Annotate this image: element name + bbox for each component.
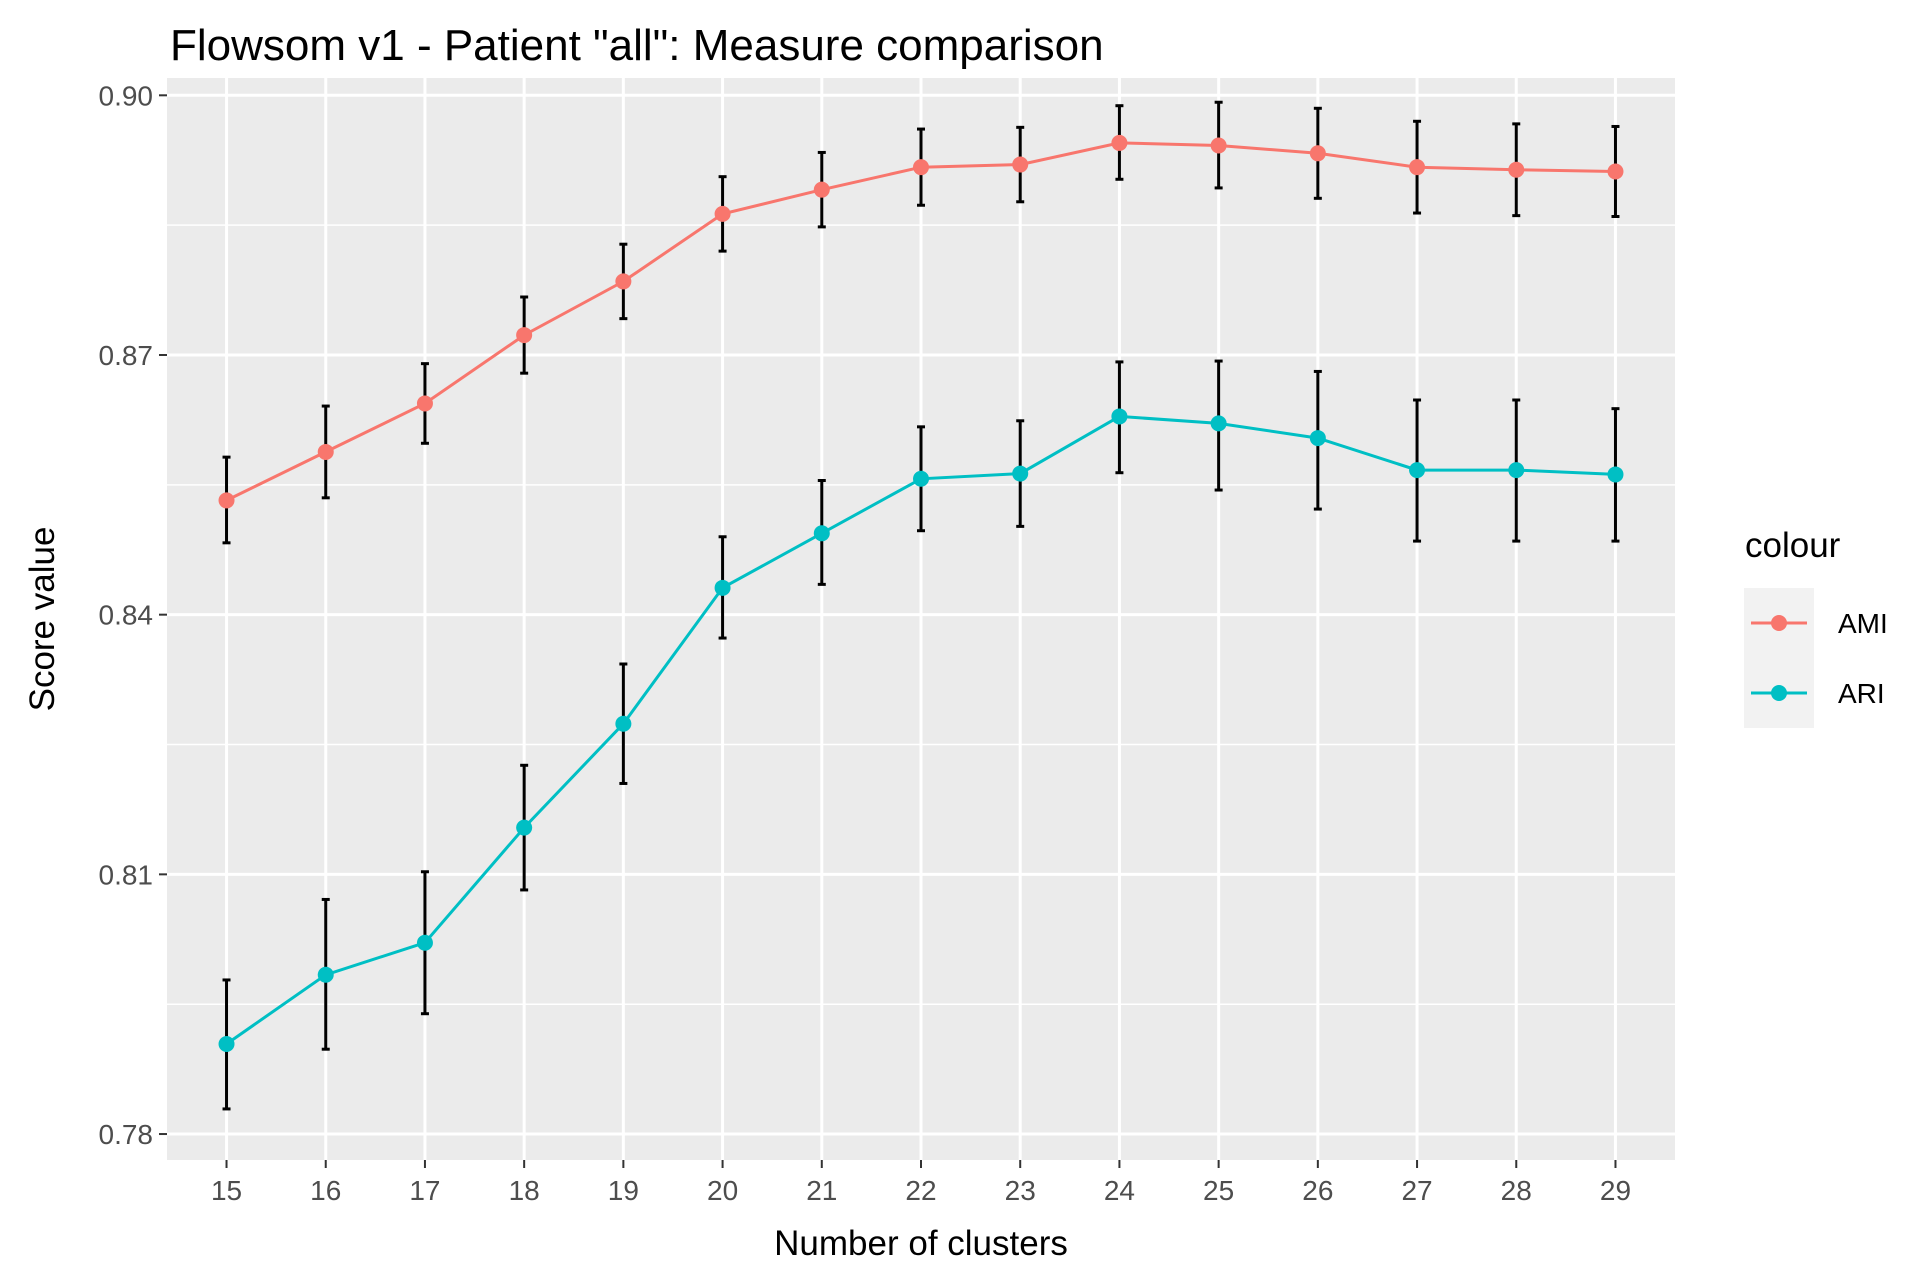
series-layer bbox=[218, 100, 1624, 1111]
legend-key-point-ami bbox=[1771, 615, 1787, 631]
legend-label-ami: AMI bbox=[1838, 608, 1888, 639]
data-point-ari bbox=[714, 579, 731, 596]
data-point-ami bbox=[615, 273, 632, 290]
x-tick-label: 22 bbox=[905, 1175, 936, 1206]
y-tick-label: 0.84 bbox=[99, 600, 154, 631]
x-tick-label: 18 bbox=[509, 1175, 540, 1206]
y-axis: 0.78 0.81 0.84 0.87 0.90 bbox=[99, 80, 167, 1150]
data-point-ari bbox=[615, 715, 632, 732]
data-point-ami bbox=[416, 395, 433, 412]
x-tick-label: 23 bbox=[1005, 1175, 1036, 1206]
y-axis-title: Score value bbox=[23, 527, 62, 712]
data-point-ami bbox=[516, 327, 533, 344]
x-tick-label: 28 bbox=[1501, 1175, 1532, 1206]
y-tick-label: 0.78 bbox=[99, 1119, 154, 1150]
legend-label-ari: ARI bbox=[1838, 678, 1885, 709]
data-point-ari bbox=[1607, 466, 1624, 483]
x-tick-label: 17 bbox=[409, 1175, 440, 1206]
data-point-ari bbox=[913, 470, 929, 487]
legend: colour AMI ARI bbox=[1744, 526, 1888, 728]
data-point-ami bbox=[1409, 159, 1426, 176]
y-tick-label: 0.87 bbox=[99, 340, 154, 371]
data-point-ami bbox=[1309, 145, 1326, 162]
data-point-ari bbox=[1309, 430, 1326, 447]
data-point-ami bbox=[1111, 134, 1128, 151]
x-tick-label: 26 bbox=[1302, 1175, 1333, 1206]
data-point-ari bbox=[416, 934, 433, 951]
data-point-ari bbox=[1210, 415, 1227, 432]
data-point-ari bbox=[1012, 465, 1029, 482]
x-tick-label: 25 bbox=[1203, 1175, 1234, 1206]
data-point-ari bbox=[317, 966, 334, 983]
x-tick-label: 24 bbox=[1104, 1175, 1135, 1206]
data-point-ami bbox=[1607, 163, 1624, 180]
legend-title: colour bbox=[1745, 526, 1841, 565]
data-point-ami bbox=[714, 205, 731, 222]
x-tick-label: 15 bbox=[211, 1175, 242, 1206]
x-tick-label: 16 bbox=[310, 1175, 341, 1206]
data-point-ami bbox=[1210, 137, 1227, 154]
x-tick-label: 29 bbox=[1600, 1175, 1631, 1206]
data-point-ari bbox=[218, 1036, 235, 1053]
data-point-ami bbox=[913, 159, 929, 176]
x-tick-label: 21 bbox=[806, 1175, 837, 1206]
legend-items: AMI ARI bbox=[1744, 588, 1888, 728]
data-point-ami bbox=[1508, 161, 1525, 178]
data-point-ari bbox=[1111, 408, 1128, 425]
data-point-ami bbox=[813, 181, 830, 198]
x-axis: 15 16 17 18 19 20 21 22 23 24 25 26 27 28 29 bbox=[211, 1160, 1631, 1206]
data-point-ari bbox=[1508, 462, 1525, 479]
data-point-ami bbox=[317, 443, 334, 460]
x-tick-label: 27 bbox=[1401, 1175, 1432, 1206]
y-tick-label: 0.90 bbox=[99, 80, 154, 111]
y-tick-label: 0.81 bbox=[99, 859, 154, 890]
data-point-ari bbox=[516, 819, 533, 836]
x-tick-label: 20 bbox=[707, 1175, 738, 1206]
data-point-ami bbox=[218, 492, 235, 509]
chart-title: Flowsom v1 - Patient "all": Measure comp… bbox=[170, 21, 1104, 70]
data-point-ami bbox=[1012, 156, 1029, 173]
data-point-ari bbox=[1409, 462, 1426, 479]
data-point-ari bbox=[813, 525, 830, 542]
x-axis-title: Number of clusters bbox=[774, 1224, 1068, 1263]
legend-key-point-ari bbox=[1771, 685, 1787, 701]
x-tick-label: 19 bbox=[608, 1175, 639, 1206]
